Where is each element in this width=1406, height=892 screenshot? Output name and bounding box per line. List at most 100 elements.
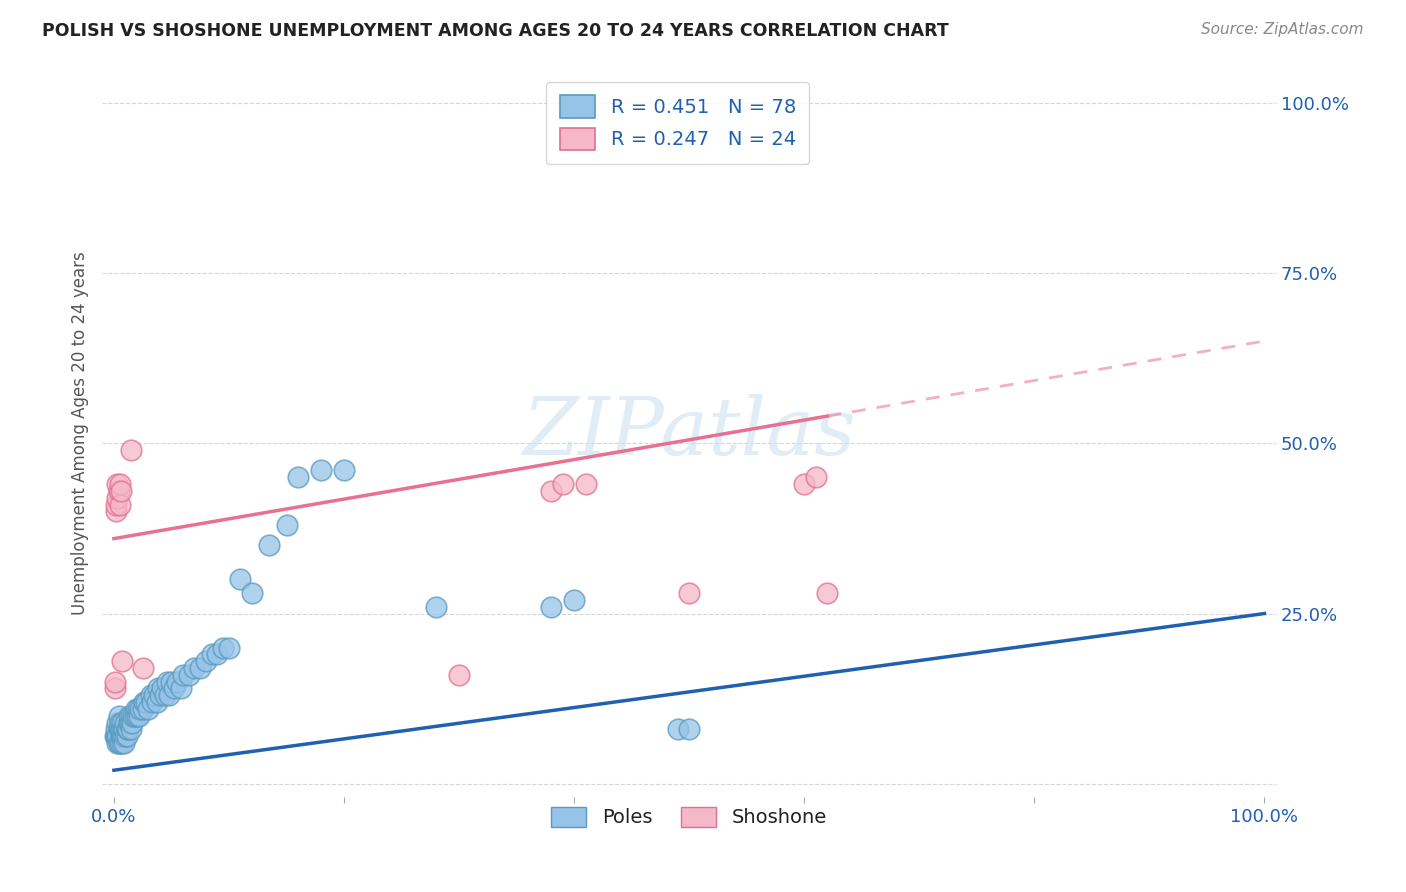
Point (169, 681, 191, 696)
Point (120, 723, 142, 737)
Point (120, 443, 142, 458)
Point (229, 573, 252, 587)
Point (117, 723, 139, 737)
Point (143, 688, 166, 702)
Point (115, 723, 138, 737)
Point (110, 483, 132, 498)
Point (172, 668, 194, 682)
Point (793, 477, 815, 491)
Point (107, 483, 129, 498)
Point (678, 586, 700, 600)
Point (105, 504, 128, 518)
Point (112, 723, 135, 737)
Point (105, 729, 128, 743)
Point (150, 681, 173, 696)
Point (115, 729, 138, 743)
Y-axis label: Unemployment Among Ages 20 to 24 years: Unemployment Among Ages 20 to 24 years (72, 252, 89, 615)
Point (212, 640, 235, 655)
Point (107, 736, 129, 750)
Point (108, 498, 131, 512)
Point (575, 477, 598, 491)
Point (149, 688, 172, 702)
Point (105, 729, 128, 743)
Point (276, 518, 298, 533)
Text: Source: ZipAtlas.com: Source: ZipAtlas.com (1201, 22, 1364, 37)
Point (425, 599, 447, 614)
Point (125, 702, 148, 716)
Point (104, 729, 127, 743)
Point (218, 640, 240, 655)
Point (449, 668, 471, 682)
Point (141, 695, 163, 709)
Point (112, 736, 135, 750)
Point (287, 470, 309, 484)
Point (124, 708, 146, 723)
Point (815, 586, 838, 600)
Point (309, 463, 332, 477)
Point (118, 715, 141, 730)
Point (207, 648, 229, 662)
Point (120, 708, 142, 723)
Point (551, 477, 574, 491)
Point (118, 708, 141, 723)
Point (145, 695, 167, 709)
Point (110, 729, 132, 743)
Point (111, 729, 134, 743)
Point (107, 723, 129, 737)
Point (166, 674, 188, 689)
Point (163, 681, 186, 696)
Point (678, 723, 700, 737)
Point (111, 715, 134, 730)
Point (105, 498, 128, 512)
Point (114, 729, 136, 743)
Point (138, 702, 160, 716)
Point (156, 674, 179, 689)
Point (146, 681, 169, 696)
Point (160, 674, 183, 689)
Point (188, 661, 211, 675)
Point (108, 477, 131, 491)
Point (153, 688, 176, 702)
Point (108, 723, 131, 737)
Point (105, 723, 128, 737)
Point (112, 729, 135, 743)
Point (183, 661, 205, 675)
Point (127, 702, 149, 716)
Point (201, 648, 224, 662)
Point (195, 654, 218, 668)
Point (114, 715, 136, 730)
Point (259, 538, 281, 552)
Text: POLISH VS SHOSHONE UNEMPLOYMENT AMONG AGES 20 TO 24 YEARS CORRELATION CHART: POLISH VS SHOSHONE UNEMPLOYMENT AMONG AG… (42, 22, 949, 40)
Point (112, 723, 135, 737)
Point (666, 723, 689, 737)
Point (107, 708, 129, 723)
Point (129, 702, 152, 716)
Point (125, 708, 148, 723)
Point (562, 593, 585, 607)
Point (110, 723, 132, 737)
Point (118, 715, 141, 730)
Point (157, 688, 180, 702)
Point (122, 708, 145, 723)
Point (111, 736, 134, 750)
Point (135, 695, 157, 709)
Point (333, 463, 356, 477)
Point (177, 668, 200, 682)
Text: ZIPatlas: ZIPatlas (523, 394, 856, 472)
Point (108, 715, 131, 730)
Point (105, 736, 128, 750)
Point (540, 483, 562, 498)
Point (111, 654, 134, 668)
Point (128, 708, 150, 723)
Point (108, 736, 131, 750)
Point (121, 715, 143, 730)
Point (131, 661, 153, 675)
Point (540, 599, 562, 614)
Point (105, 715, 128, 730)
Point (139, 688, 162, 702)
Point (105, 477, 128, 491)
Point (105, 491, 128, 505)
Legend: Poles, Shoshone: Poles, Shoshone (543, 799, 835, 835)
Point (132, 695, 155, 709)
Point (804, 470, 827, 484)
